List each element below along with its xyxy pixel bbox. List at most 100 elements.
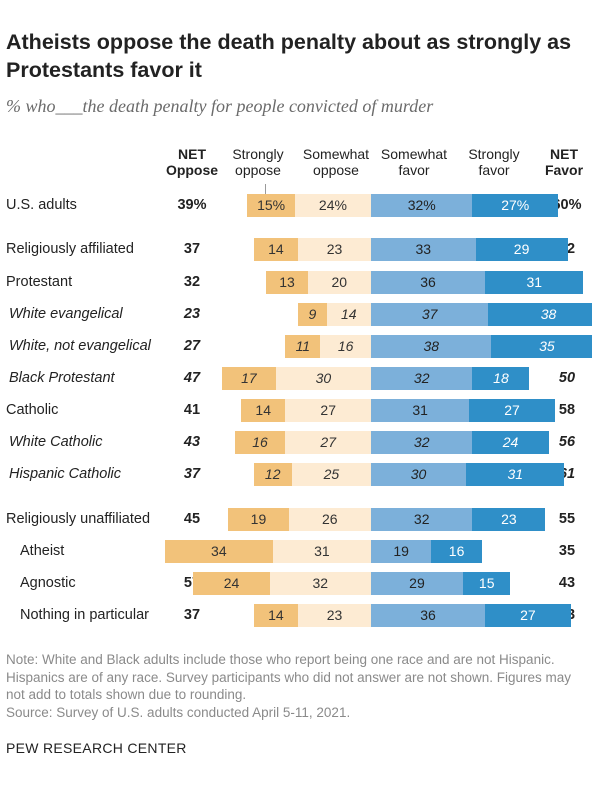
bar-segment-strongly-favor: 31	[485, 270, 584, 294]
header-somewhat-favor-line: favor	[398, 162, 430, 178]
row-label: Religiously affiliated	[6, 241, 134, 257]
bar-segment-somewhat-oppose: 27	[285, 398, 371, 422]
bar-segment-somewhat-favor: 31	[371, 398, 470, 422]
bar-segment-strongly-favor: 31	[466, 462, 565, 486]
bar-segment-strongly-favor: 27	[485, 603, 571, 627]
bar-segment-strongly-oppose: 19	[228, 507, 289, 531]
bar-segment-somewhat-oppose: 30	[275, 366, 371, 390]
row-label: Atheist	[20, 543, 65, 559]
bar-segment-somewhat-oppose: 20	[307, 270, 371, 294]
chart-note: Note: White and Black adults include tho…	[6, 651, 590, 721]
header-net-oppose-line: Oppose	[165, 162, 219, 178]
bar-segment-somewhat-favor: 30	[371, 462, 467, 486]
bar-segment-somewhat-favor: 29	[371, 571, 463, 595]
net-oppose-value: 37	[183, 607, 201, 623]
bar-segment-strongly-oppose: 12	[253, 462, 292, 486]
header-somewhat-oppose: Somewhat oppose	[294, 146, 378, 178]
bar-segment-somewhat-favor: 32	[371, 507, 473, 531]
header-net-favor-line: Favor	[544, 162, 584, 178]
net-oppose-value: 37	[183, 241, 201, 257]
header-net-favor: NET Favor	[536, 146, 592, 178]
row-label: Protestant	[6, 274, 73, 290]
net-oppose-value: 32	[183, 274, 201, 290]
net-favor-value: 56	[558, 434, 576, 450]
net-favor-value: 43	[558, 575, 576, 591]
bar-segment-strongly-favor: 35	[491, 334, 592, 358]
note-text: Note: White and Black adults include tho…	[6, 652, 572, 702]
bar-segment-somewhat-favor: 36	[371, 603, 486, 627]
row-label: Agnostic	[20, 575, 76, 591]
bar-segment-strongly-favor: 24	[472, 430, 549, 454]
bar-segment-strongly-favor: 27%	[472, 193, 559, 217]
net-favor-value: 50	[558, 370, 576, 386]
row-label: Religiously unaffiliated	[6, 511, 151, 527]
chart-subtitle: % who___the death penalty for people con…	[6, 96, 434, 116]
bar-segment-somewhat-favor: 38	[371, 334, 492, 358]
bar-segment-strongly-oppose: 34	[164, 539, 273, 563]
row-label: Nothing in particular	[20, 607, 149, 623]
bar-segment-somewhat-favor: 19	[371, 539, 432, 563]
bar-segment-strongly-oppose: 9	[298, 302, 327, 326]
bar-segment-strongly-oppose: 11	[285, 334, 321, 358]
bar-segment-strongly-oppose: 14	[253, 603, 299, 627]
bar-segment-strongly-oppose: 13	[266, 270, 308, 294]
header-net-oppose: NET Oppose	[158, 146, 226, 178]
net-oppose-value: 47	[183, 370, 201, 386]
bar-segment-somewhat-favor: 32	[371, 430, 473, 454]
bar-segment-somewhat-oppose: 26	[288, 507, 371, 531]
net-favor-value: 58	[558, 402, 576, 418]
header-somewhat-oppose-line: Somewhat	[302, 146, 370, 162]
bar-segment-strongly-favor: 27	[469, 398, 555, 422]
bar-segment-somewhat-oppose: 14	[326, 302, 371, 326]
bar-segment-somewhat-oppose: 24%	[294, 193, 371, 217]
bar-segment-somewhat-oppose: 25	[291, 462, 371, 486]
net-oppose-value: 23	[183, 306, 201, 322]
bar-segment-somewhat-oppose: 27	[285, 430, 371, 454]
row-label: White evangelical	[9, 306, 123, 322]
net-oppose-value: 39%	[177, 197, 207, 213]
bar-segment-somewhat-favor: 33	[371, 237, 476, 261]
header-strongly-favor-line: favor	[478, 162, 510, 178]
bar-segment-somewhat-favor: 32%	[371, 193, 473, 217]
header-somewhat-favor-line: Somewhat	[380, 146, 448, 162]
row-label: U.S. adults	[6, 197, 77, 213]
bar-segment-strongly-oppose: 15%	[247, 193, 295, 217]
net-oppose-value: 43	[183, 434, 201, 450]
bar-segment-strongly-favor: 18	[472, 366, 530, 390]
net-favor-value: 55	[558, 511, 576, 527]
header-net-oppose-line: NET	[178, 146, 206, 162]
bar-segment-somewhat-oppose: 31	[272, 539, 371, 563]
net-oppose-value: 45	[183, 511, 201, 527]
row-label: Black Protestant	[9, 370, 115, 386]
header-strongly-oppose: Strongly oppose	[222, 146, 294, 178]
net-oppose-value: 41	[183, 402, 201, 418]
bar-segment-strongly-oppose: 14	[253, 237, 299, 261]
bar-segment-strongly-oppose: 16	[234, 430, 286, 454]
bar-segment-strongly-oppose: 17	[222, 366, 276, 390]
row-label: Catholic	[6, 402, 59, 418]
bar-segment-somewhat-favor: 37	[371, 302, 489, 326]
bar-segment-strongly-favor: 16	[431, 539, 482, 563]
bar-segment-somewhat-oppose: 32	[269, 571, 371, 595]
row-label: White, not evangelical	[9, 338, 151, 354]
header-strongly-favor: Strongly favor	[456, 146, 532, 178]
header-somewhat-oppose-line: oppose	[313, 162, 359, 178]
bar-segment-strongly-oppose: 14	[241, 398, 286, 422]
brand-logo-text: PEW RESEARCH CENTER	[6, 740, 187, 756]
bar-segment-strongly-oppose: 24	[193, 571, 270, 595]
net-favor-value: 35	[558, 543, 576, 559]
chart-title: Atheists oppose the death penalty about …	[6, 30, 572, 82]
bar-segment-strongly-favor: 23	[472, 507, 546, 531]
bar-segment-somewhat-favor: 36	[371, 270, 486, 294]
net-oppose-value: 27	[183, 338, 201, 354]
net-oppose-value: 37	[183, 466, 201, 482]
header-strongly-oppose-line: Strongly	[232, 146, 284, 162]
header-strongly-oppose-line: oppose	[235, 162, 281, 178]
bar-segment-somewhat-oppose: 16	[320, 334, 371, 358]
bar-segment-somewhat-favor: 32	[371, 366, 473, 390]
source-text: Source: Survey of U.S. adults conducted …	[6, 704, 351, 720]
row-label: Hispanic Catholic	[9, 466, 122, 482]
header-somewhat-favor: Somewhat favor	[372, 146, 456, 178]
net-favor-value: 60%	[552, 197, 582, 213]
row-label: White Catholic	[9, 434, 103, 450]
